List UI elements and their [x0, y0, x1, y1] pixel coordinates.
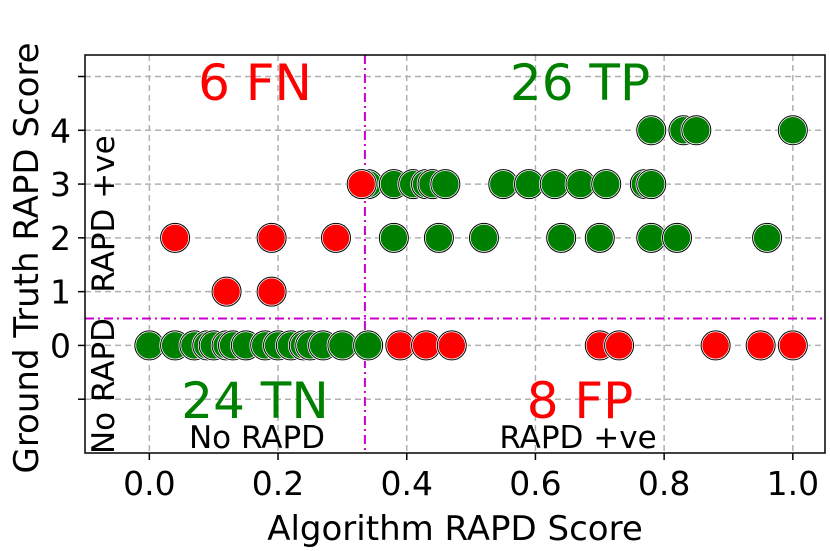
- data-point: [745, 330, 776, 361]
- x-tick-label: 0.4: [380, 464, 432, 503]
- data-point: [591, 169, 622, 200]
- data-point: [681, 115, 712, 146]
- data-point: [584, 222, 615, 253]
- x-tick-label: 0.0: [123, 464, 175, 503]
- data-point: [752, 222, 783, 253]
- data-point: [320, 222, 351, 253]
- data-point: [353, 330, 384, 361]
- data-point: [636, 115, 667, 146]
- no-rapd-vertical-label: No RAPD: [86, 318, 122, 454]
- data-point: [604, 330, 635, 361]
- no-rapd-region-label: No RAPD: [189, 420, 325, 456]
- y-tick-label: 1: [50, 273, 71, 312]
- data-point: [211, 276, 242, 307]
- data-points: [133, 114, 809, 362]
- plot-frame: [84, 54, 826, 454]
- data-point: [662, 222, 692, 253]
- rapd-positive-vertical-label: RAPD +ve: [86, 135, 122, 292]
- x-axis-label: Algorithm RAPD Score: [267, 509, 643, 549]
- tn-count-label: 24 TN: [181, 372, 328, 430]
- x-tick-label: 0.2: [252, 464, 304, 503]
- data-point: [256, 222, 287, 253]
- data-point: [636, 169, 667, 200]
- data-point: [546, 222, 577, 253]
- y-tick-label: 0: [50, 326, 71, 365]
- data-point: [346, 169, 377, 200]
- y-axis-label: Ground Truth RAPD Score: [7, 42, 47, 473]
- data-point: [378, 222, 409, 253]
- data-point: [700, 330, 731, 361]
- data-point: [468, 222, 499, 253]
- fn-count-label: 6 FN: [198, 54, 312, 112]
- data-point: [430, 169, 461, 200]
- data-point: [423, 222, 454, 253]
- rapd-positive-region-label: RAPD +ve: [499, 420, 656, 456]
- data-point: [436, 330, 467, 361]
- axis-ticks: 0.0 0.2 0.4 0.6 0.8 1.0 0 1 2 3 4: [50, 75, 819, 503]
- data-point: [256, 276, 287, 307]
- y-tick-label: 2: [50, 219, 71, 258]
- threshold-lines: [85, 55, 825, 453]
- fp-count-label: 8 FP: [527, 372, 634, 430]
- data-point: [777, 330, 808, 361]
- x-tick-label: 0.8: [638, 464, 690, 503]
- x-tick-label: 0.6: [509, 464, 561, 503]
- data-point: [160, 222, 191, 253]
- tp-count-label: 26 TP: [510, 54, 650, 112]
- data-point: [777, 115, 808, 146]
- x-tick-label: 1.0: [767, 464, 819, 503]
- y-tick-label: 4: [50, 111, 71, 150]
- y-tick-label: 3: [50, 165, 71, 204]
